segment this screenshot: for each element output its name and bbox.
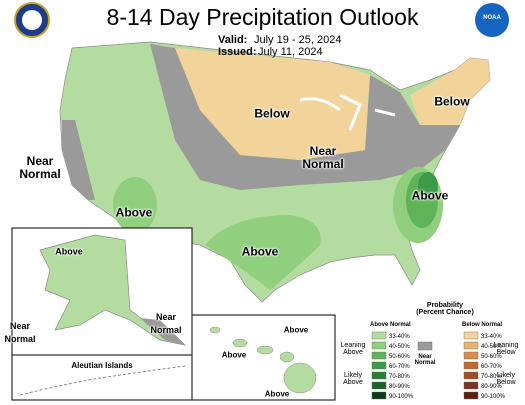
legend-label: 80-90% xyxy=(389,384,410,390)
legend-label: 40-50% xyxy=(389,344,410,350)
logo-text: NOAA xyxy=(483,15,501,21)
legend-label: 80-90% xyxy=(481,384,502,390)
legend-group: Likely Below xyxy=(496,372,516,386)
legend-label: 50-60% xyxy=(389,354,410,360)
legend-swatch xyxy=(463,331,479,340)
map-label: Below xyxy=(434,94,470,109)
legend-swatch xyxy=(371,361,387,370)
legend-swatch xyxy=(371,351,387,360)
near-normal-area xyxy=(150,44,460,190)
legend-label: 33-40% xyxy=(389,334,410,340)
near-normal-area xyxy=(62,120,95,200)
valid: July 19 - 25, 2024 xyxy=(254,34,342,46)
inset-label: Aleutian Islands xyxy=(71,361,133,370)
title: 8-14 Day Precipitation Outlook xyxy=(106,4,419,30)
legend-title: Probability (Percent Chance) xyxy=(416,302,474,316)
legend-swatch xyxy=(463,341,479,350)
issued-label: Issued: xyxy=(218,46,257,58)
above-area xyxy=(205,215,321,290)
issued: July 11, 2024 xyxy=(258,46,323,58)
map-label: Near Normal xyxy=(19,154,61,181)
legend-group: Likely Above xyxy=(343,372,363,386)
legend-label: 90-100% xyxy=(481,394,506,400)
map-label: Above xyxy=(55,246,83,257)
map-label: Above xyxy=(411,188,449,203)
legend-swatch xyxy=(463,381,479,390)
map-label: Below xyxy=(254,106,290,121)
legend-group: Leaning Below xyxy=(493,342,519,356)
hawaii-island xyxy=(256,345,274,355)
legend-swatch xyxy=(463,361,479,370)
legend-swatch xyxy=(463,371,479,380)
map-label: Near Normal xyxy=(150,312,182,335)
map-label: Above xyxy=(264,389,290,399)
legend-heading: Below Normal xyxy=(462,322,503,328)
hawaii-island xyxy=(279,351,295,363)
legend-swatch xyxy=(371,341,387,350)
great-lakes xyxy=(299,93,396,131)
seal-inner xyxy=(22,10,42,30)
legend-heading: Above Normal xyxy=(370,322,411,328)
alaska xyxy=(39,234,187,346)
above-area xyxy=(418,172,438,200)
legend-swatch xyxy=(463,391,479,400)
legend-label: 40-50% xyxy=(481,344,502,350)
legend-label: 90-100% xyxy=(389,394,414,400)
legend-label: 70-80% xyxy=(389,374,410,380)
map-label: Above xyxy=(241,244,279,259)
aleutian-inset xyxy=(11,354,193,401)
below-area xyxy=(175,48,370,160)
legend-swatch xyxy=(371,331,387,340)
near-normal-area xyxy=(140,318,185,345)
below-area xyxy=(410,58,490,125)
legend-swatch xyxy=(371,371,387,380)
legend-label: 33-40% xyxy=(481,334,502,340)
legend-swatch xyxy=(371,391,387,400)
legend-label: 60-70% xyxy=(389,364,410,370)
valid-label: Valid: xyxy=(218,34,248,46)
legend-group: Leaning Above xyxy=(340,342,366,356)
map-label: Near Normal xyxy=(4,321,36,344)
map-label: Above xyxy=(115,205,153,220)
map-label: Near Normal xyxy=(302,144,344,171)
hawaii-island xyxy=(209,326,221,334)
legend-label: 60-70% xyxy=(481,364,502,370)
legend: 33-40% 40-50% 50-60% 60-70% 70-80% 80-90% 90-1… xyxy=(371,331,506,400)
legend-near: Near Normal xyxy=(414,354,436,366)
aleutians xyxy=(19,365,186,396)
legend-swatch xyxy=(463,351,479,360)
noaa-logo xyxy=(475,3,509,37)
legend-label: 50-60% xyxy=(481,354,502,360)
hawaii-island xyxy=(232,338,248,348)
map-label: Above xyxy=(221,350,247,360)
legend-label: 70-80% xyxy=(481,374,502,380)
map-label: Above xyxy=(283,325,309,335)
legend-swatch xyxy=(417,341,433,351)
legend-swatch xyxy=(371,381,387,390)
hawaii-island xyxy=(283,362,317,394)
above-area xyxy=(113,177,157,233)
